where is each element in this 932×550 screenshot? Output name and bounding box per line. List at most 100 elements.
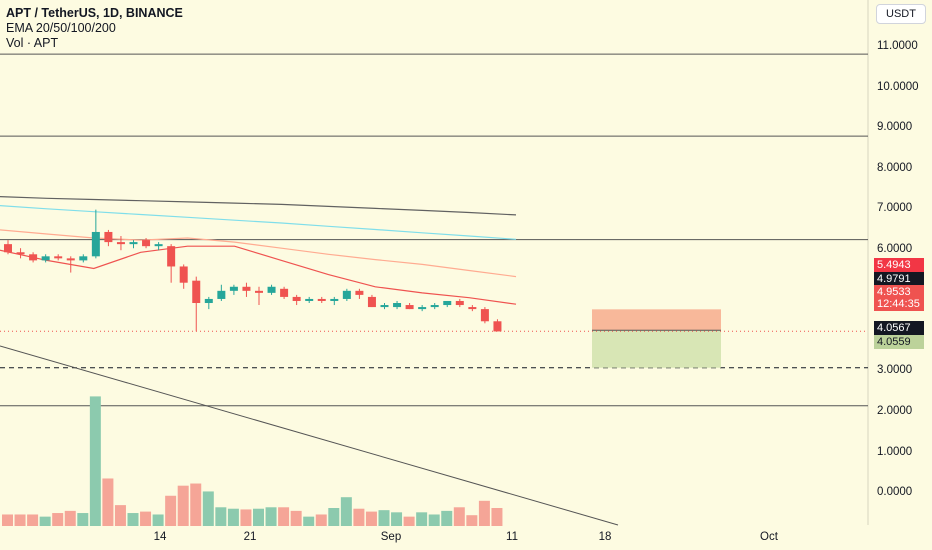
candle-body [154, 244, 163, 247]
time-axis-label: 14 [153, 531, 167, 543]
volume-bar [114, 505, 126, 526]
candle-body [455, 300, 464, 306]
volume-bar [39, 516, 51, 526]
volume-bar [152, 514, 164, 526]
volume-bar [102, 478, 114, 526]
volume-bar [89, 396, 101, 526]
volume-indicator-label[interactable]: Vol · APT [6, 36, 59, 50]
candle-body [104, 231, 113, 243]
candle-body [330, 298, 339, 301]
symbol-title[interactable]: APT / TetherUS, 1D, BINANCE [6, 6, 183, 20]
entry-price-tag: 4.9791 [874, 272, 924, 286]
time-axis-label: 18 [598, 531, 612, 543]
candle-body [54, 256, 63, 259]
volume-bar [290, 510, 302, 526]
candle-body [79, 256, 88, 261]
volume-bar [27, 514, 39, 526]
target-price-tag: 5.4943 [874, 258, 924, 272]
price-axis-label: 1.0000 [877, 446, 913, 458]
candle-body [16, 252, 25, 255]
candle-body [367, 296, 376, 308]
volume-bar [441, 510, 453, 526]
candle-body [443, 300, 452, 306]
candle-body [192, 280, 201, 304]
volume-bar [265, 507, 277, 526]
volume-bar [353, 508, 365, 526]
volume-bar [478, 500, 490, 526]
candle-body [179, 266, 188, 283]
target-zone [592, 309, 721, 331]
candle-body [405, 305, 414, 310]
time-axis-label: 21 [243, 531, 257, 543]
volume-bar [416, 512, 428, 526]
volume-bar [64, 510, 76, 526]
candle-body [280, 288, 289, 297]
last-price-value: 4.9533 [877, 286, 911, 298]
price-axis-label: 6.0000 [877, 243, 913, 255]
stop-price-tag: 4.0559 [874, 335, 924, 349]
candle-body [41, 256, 50, 261]
bar-countdown: 12:44:35 [877, 298, 920, 310]
chart-legend: APT / TetherUS, 1D, BINANCE EMA 20/50/10… [6, 6, 183, 51]
volume-bar [140, 511, 152, 526]
candle-body [480, 309, 489, 322]
candle-body [355, 290, 364, 295]
price-axis-label: 11.0000 [877, 40, 918, 52]
volume-bar [315, 514, 327, 526]
candle-body [116, 242, 125, 245]
volume-bar [127, 513, 139, 526]
volume-bar [303, 516, 315, 526]
volume-bar [202, 491, 214, 526]
candle-body [342, 290, 351, 299]
candle-body [91, 231, 100, 257]
candle-body [430, 305, 439, 308]
candle-body [418, 307, 427, 310]
price-axis-label: 7.0000 [877, 202, 913, 214]
volume-bar [403, 516, 415, 526]
time-axis-label: Sep [380, 531, 402, 543]
volume-bar [77, 513, 89, 526]
currency-button[interactable]: USDT [876, 4, 926, 24]
volume-bar [253, 508, 264, 526]
ema-200-line [0, 196, 517, 216]
candle-body [292, 296, 301, 301]
price-axis-label: 10.0000 [877, 81, 919, 93]
volume-bar [240, 509, 252, 526]
candle-body [393, 303, 402, 308]
candle-body [4, 244, 12, 253]
volume-bar [378, 510, 390, 526]
candle-body [317, 298, 326, 301]
ema-100-line [0, 205, 517, 240]
candle-body [66, 258, 75, 261]
candle-body [305, 298, 314, 301]
candle-body [267, 286, 276, 293]
candle-body [242, 286, 251, 291]
volume-bar [365, 511, 377, 526]
volume-bar [215, 507, 227, 526]
candle-body [167, 246, 176, 267]
volume-bar [227, 508, 239, 526]
time-axis-label: 11 [506, 531, 518, 543]
volume-bar [52, 513, 64, 526]
candle-body [217, 290, 226, 299]
candle-body [142, 240, 151, 247]
volume-bar [14, 514, 26, 526]
candle-body [29, 254, 38, 261]
price-axis-label: 9.0000 [877, 121, 913, 133]
candle-body [380, 305, 389, 308]
last-price-tag: 4.9533 12:44:35 [874, 285, 924, 311]
volume-bar [278, 507, 290, 526]
candle-body [255, 290, 263, 293]
volume-bar [2, 514, 13, 526]
volume-bar [340, 497, 352, 526]
ema-indicator-label[interactable]: EMA 20/50/100/200 [6, 21, 116, 35]
volume-bar [428, 514, 440, 526]
time-axis-label: Oct [760, 531, 778, 543]
candle-body [129, 242, 138, 245]
volume-bar [190, 483, 202, 526]
volume-bar [491, 508, 503, 526]
candle-body [493, 321, 502, 332]
candle-body [229, 286, 238, 291]
volume-bar [466, 515, 478, 526]
